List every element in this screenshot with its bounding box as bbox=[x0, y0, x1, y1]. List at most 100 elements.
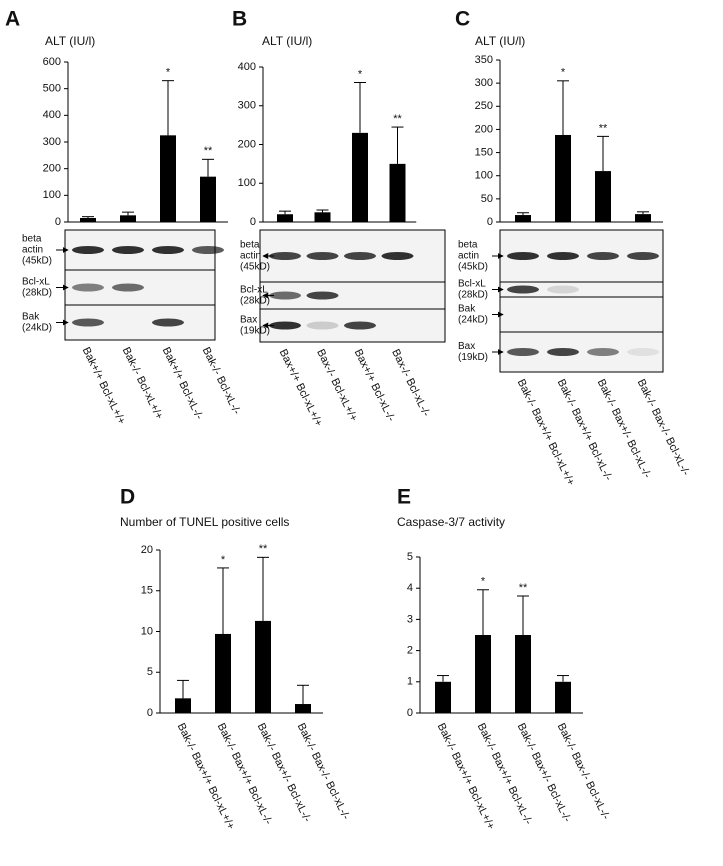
y-tick-label: 100 bbox=[475, 170, 493, 182]
blot-band bbox=[627, 252, 659, 260]
bar bbox=[435, 681, 451, 713]
blot-band bbox=[192, 246, 224, 254]
blot-band bbox=[269, 291, 301, 300]
chart-title: ALT (IU/l) bbox=[45, 34, 95, 48]
blot-band bbox=[344, 252, 376, 260]
blot-label: Bcl-xL bbox=[22, 277, 50, 288]
significance: ** bbox=[204, 145, 213, 157]
blot-band bbox=[587, 348, 619, 356]
bar bbox=[635, 214, 651, 222]
blot-band bbox=[152, 246, 184, 254]
y-tick-label: 1 bbox=[407, 676, 413, 688]
panel-letter: E bbox=[397, 486, 411, 509]
bar bbox=[120, 215, 136, 222]
blot-band bbox=[152, 318, 184, 327]
y-tick-label: 3 bbox=[407, 613, 413, 625]
error-bar bbox=[177, 679, 189, 699]
error-bar bbox=[122, 211, 134, 216]
chart-title: Caspase-3/7 activity bbox=[397, 515, 505, 529]
y-tick-label: 15 bbox=[141, 585, 153, 597]
blot-band bbox=[547, 348, 579, 356]
blot-label: (19kD) bbox=[240, 326, 270, 337]
bar bbox=[200, 176, 216, 222]
bar bbox=[475, 635, 491, 713]
bar bbox=[160, 135, 176, 222]
y-tick-label: 100 bbox=[43, 189, 61, 201]
blot-band bbox=[627, 348, 659, 356]
chart-title: ALT (IU/l) bbox=[475, 34, 525, 48]
significance: * bbox=[561, 67, 566, 79]
significance: * bbox=[166, 67, 171, 79]
y-tick-label: 250 bbox=[475, 100, 493, 112]
y-tick-label: 500 bbox=[43, 83, 61, 95]
blot-label: actin bbox=[22, 245, 43, 256]
bar bbox=[255, 620, 271, 713]
bar bbox=[555, 681, 571, 713]
significance: * bbox=[358, 68, 363, 80]
blot-band bbox=[112, 246, 144, 254]
bar bbox=[595, 171, 611, 222]
x-tick-label: Bak-/- Bcl-xL+/+ bbox=[120, 345, 165, 421]
blot-band bbox=[547, 252, 579, 260]
blot-band bbox=[507, 285, 539, 294]
error-bar bbox=[517, 595, 529, 635]
y-tick-label: 10 bbox=[141, 625, 153, 637]
blot-label: beta bbox=[240, 240, 260, 251]
significance: ** bbox=[599, 122, 608, 134]
blot-label: Bcl-xL bbox=[458, 279, 486, 290]
blot-band bbox=[72, 283, 104, 292]
blot-label: actin bbox=[458, 251, 479, 262]
blot-label: (19kD) bbox=[458, 352, 488, 363]
bar bbox=[215, 633, 231, 713]
error-bar bbox=[557, 80, 569, 135]
y-tick-label: 0 bbox=[407, 707, 413, 719]
blot-band bbox=[507, 348, 539, 356]
y-tick-label: 0 bbox=[55, 216, 61, 228]
y-tick-label: 150 bbox=[475, 146, 493, 158]
bar bbox=[314, 212, 331, 222]
y-tick-label: 200 bbox=[43, 163, 61, 175]
bar bbox=[80, 218, 96, 222]
blot-label: beta bbox=[22, 234, 42, 245]
blot-label: Bak bbox=[22, 312, 40, 323]
error-bar bbox=[597, 135, 609, 172]
blot-label: (24kD) bbox=[22, 323, 52, 334]
error-bar bbox=[279, 210, 291, 215]
error-bar bbox=[477, 589, 489, 635]
bar bbox=[515, 635, 531, 713]
bar bbox=[352, 132, 368, 222]
error-bar bbox=[257, 556, 269, 621]
blot-label: Bak bbox=[458, 304, 476, 315]
significance: * bbox=[221, 554, 226, 566]
bar bbox=[295, 704, 311, 713]
y-tick-label: 100 bbox=[238, 177, 256, 189]
error-bar bbox=[297, 684, 309, 705]
chart-title: ALT (IU/l) bbox=[262, 34, 312, 48]
blot-band bbox=[381, 252, 414, 260]
blot-band bbox=[507, 252, 539, 260]
error-bar bbox=[437, 675, 449, 682]
y-tick-label: 200 bbox=[475, 123, 493, 135]
x-tick-label: Bak+/+ Bcl-xL-/- bbox=[160, 345, 206, 421]
panel-letter: C bbox=[455, 8, 470, 31]
bar bbox=[277, 214, 293, 222]
x-tick-label: Bax-/- Bcl-xL+/+ bbox=[314, 347, 359, 423]
y-tick-label: 20 bbox=[141, 544, 153, 556]
panel-letter: B bbox=[232, 8, 247, 31]
bar bbox=[389, 163, 406, 222]
y-tick-label: 0 bbox=[250, 216, 256, 228]
blot-label: (45kD) bbox=[22, 256, 52, 267]
blot-band bbox=[306, 252, 339, 260]
blot-band bbox=[269, 321, 301, 330]
x-tick-label: Bak-/- Bcl-xL-/- bbox=[200, 345, 243, 416]
blot-label: Bax bbox=[240, 315, 257, 326]
y-tick-label: 0 bbox=[487, 216, 493, 228]
blot-label: (45kD) bbox=[240, 262, 270, 273]
bar bbox=[555, 134, 571, 222]
blot-band bbox=[547, 285, 579, 294]
blot-band bbox=[306, 321, 339, 330]
x-tick-label: Bak+/+ Bcl-xL+/+ bbox=[80, 345, 128, 426]
y-tick-label: 400 bbox=[238, 61, 256, 73]
y-tick-label: 600 bbox=[43, 56, 61, 68]
